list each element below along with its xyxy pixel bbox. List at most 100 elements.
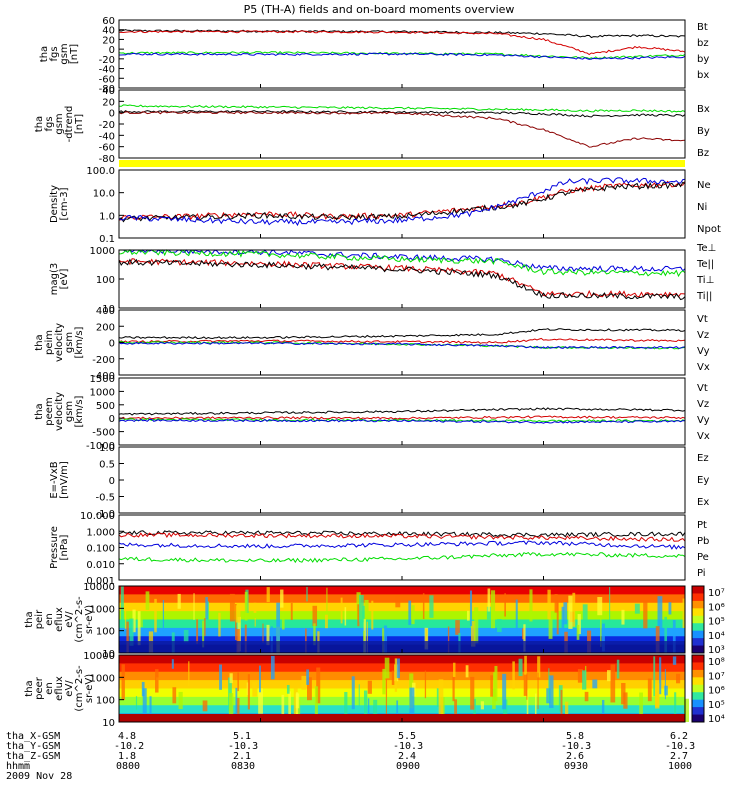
- heatmap-streak: [655, 683, 660, 708]
- y-axis-label: eV/: [64, 680, 75, 697]
- heatmap-streak: [455, 620, 460, 635]
- heatmap-streak: [124, 604, 127, 629]
- heatmap-streak: [202, 700, 208, 712]
- heatmap-streak: [469, 590, 473, 627]
- y-tick-label: 10: [102, 304, 115, 315]
- legend-entry: Vz: [697, 399, 709, 410]
- heatmap-streak: [497, 618, 502, 633]
- heatmap-streak: [382, 628, 385, 653]
- heatmap-streak: [490, 675, 493, 697]
- heatmap-streak: [492, 688, 496, 709]
- y-tick-label: -20: [99, 120, 115, 131]
- y-tick-label: 0.010: [86, 560, 115, 571]
- heatmap-streak: [639, 692, 643, 722]
- heatmap-streak: [306, 586, 308, 602]
- footer-x-3: 5.8: [566, 731, 585, 742]
- footer-y-2: -10.3: [393, 741, 424, 752]
- heatmap-streak: [682, 598, 686, 629]
- heatmap-streak: [382, 668, 386, 695]
- heatmap-streak: [262, 623, 264, 643]
- series-line-Ti||: [118, 249, 686, 278]
- heatmap-streak: [616, 659, 620, 679]
- y-axis-label: tha: [24, 611, 35, 627]
- y-axis-label: tha: [34, 334, 45, 350]
- heatmap-streak: [572, 592, 576, 627]
- series-line-Vt: [118, 328, 686, 340]
- y-axis-label: [eV]: [59, 269, 70, 290]
- heatmap-streak: [621, 682, 626, 705]
- heatmap-streak: [411, 605, 415, 625]
- heatmap-band: [119, 586, 685, 595]
- colorbar-segment: [692, 615, 704, 624]
- heatmap-streak: [154, 598, 157, 633]
- heatmap-streak: [653, 656, 656, 697]
- heatmap-streak: [565, 701, 569, 722]
- heatmap-streak: [259, 665, 261, 693]
- heatmap-streak: [546, 688, 551, 704]
- heatmap-streak: [490, 590, 496, 629]
- footer-label-y: tha_Y-GSM: [6, 741, 61, 752]
- heatmap-streak: [470, 676, 475, 710]
- y-tick-label: 0: [109, 414, 115, 425]
- series-line-Vt: [118, 407, 686, 416]
- footer-hhmm-2: 0900: [396, 761, 421, 772]
- heatmap-streak: [425, 628, 428, 648]
- legend-entry: Npot: [697, 224, 721, 235]
- y-axis-label: velocity: [54, 392, 65, 431]
- y-tick-label: 0: [109, 109, 115, 120]
- heatmap-streak: [305, 628, 307, 653]
- series-line-Vy: [118, 418, 686, 423]
- colorbar-tick-label: 10⁵: [708, 700, 725, 711]
- y-tick-label: 60: [102, 16, 115, 27]
- legend-entry: Vt: [697, 383, 708, 394]
- heatmap-band: [119, 611, 685, 620]
- footer-y-3: -10.3: [561, 741, 592, 752]
- heatmap-streak: [383, 625, 388, 653]
- heatmap-streak: [560, 689, 563, 721]
- heatmap-streak: [306, 669, 310, 685]
- heatmap-streak: [183, 629, 189, 643]
- y-tick-label: -80: [99, 154, 115, 165]
- heatmap-streak: [465, 665, 469, 678]
- heatmap-streak: [367, 680, 372, 694]
- y-tick-label: -400: [92, 371, 115, 382]
- heatmap-streak: [229, 593, 235, 622]
- colorbar-segment: [692, 630, 704, 639]
- footer-z-3: 2.6: [566, 751, 585, 762]
- y-tick-label: 20: [102, 97, 115, 108]
- legend-entry: Pe: [697, 552, 709, 563]
- heatmap-streak: [556, 600, 559, 635]
- heatmap-streak: [137, 611, 141, 646]
- heatmap-band: [119, 655, 685, 664]
- y-tick-label: 1.000: [86, 527, 115, 538]
- y-tick-label: -1.0: [95, 509, 115, 520]
- footer-hhmm-3: 0930: [564, 761, 589, 772]
- y-tick-label: 200: [96, 322, 115, 333]
- colorbar-segment: [692, 714, 704, 723]
- heatmap-streak: [270, 655, 275, 680]
- y-tick-label: -500: [92, 428, 115, 439]
- plot-title: P5 (TH-A) fields and on-board moments ov…: [244, 3, 515, 16]
- heatmap-streak: [219, 664, 223, 690]
- heatmap-streak: [145, 591, 150, 610]
- heatmap-streak: [643, 600, 648, 629]
- heatmap-band: [119, 627, 685, 637]
- heatmap-streak: [518, 658, 523, 677]
- y-tick-label: 10.000: [80, 511, 115, 522]
- heatmap-streak: [313, 623, 316, 646]
- heatmap-streak: [561, 606, 565, 633]
- heatmap-band: [119, 602, 685, 612]
- heatmap-streak: [537, 672, 539, 710]
- separator-bar: [119, 160, 685, 167]
- y-axis-label: tha: [39, 46, 50, 62]
- heatmap-streak: [344, 607, 347, 626]
- heatmap-streak: [408, 600, 412, 625]
- heatmap-streak: [480, 701, 484, 710]
- y-axis-label: [km/s]: [74, 395, 85, 427]
- heatmap-band: [119, 663, 685, 673]
- colorbar-tick-label: 10³: [708, 645, 725, 656]
- colorbar-tick-label: 10⁴: [708, 714, 725, 725]
- heatmap-streak: [647, 678, 652, 702]
- legend-entry: Vt: [697, 314, 708, 325]
